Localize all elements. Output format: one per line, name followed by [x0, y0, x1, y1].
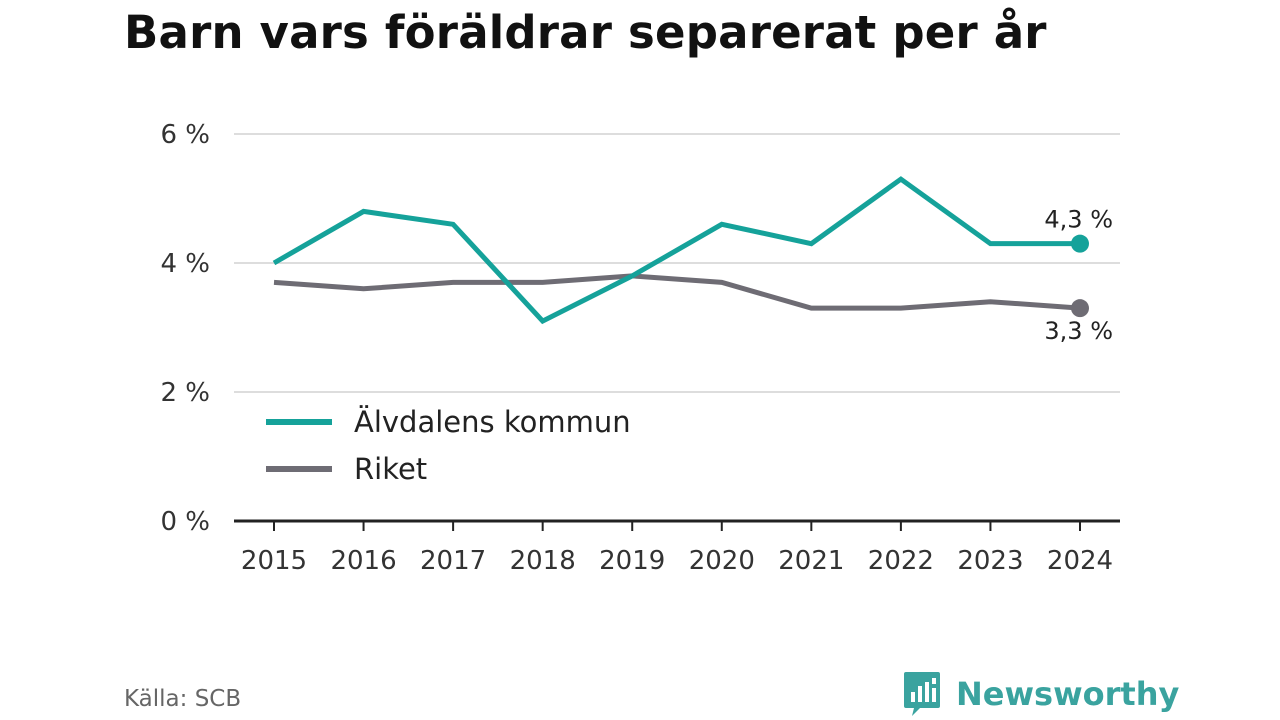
brand-logo: Newsworthy: [902, 670, 1179, 718]
series-line-riket: [273, 273, 1081, 311]
series-line-alvdalen: [272, 176, 1080, 325]
series-end-point-alvdalen: [1071, 234, 1089, 253]
source-note: Källa: SCB: [124, 686, 242, 712]
legend-label-riket: Riket: [354, 452, 427, 486]
y-tick-label: 6 %: [160, 120, 210, 150]
x-tick-label: 2021: [778, 546, 844, 576]
series-end-point-riket: [1071, 299, 1089, 318]
y-tick-label: 4 %: [160, 249, 210, 279]
x-tick-label: 2016: [330, 546, 396, 576]
chart-title: Barn vars föräldrar separerat per år: [124, 6, 1047, 59]
x-tick-label: 2018: [510, 546, 576, 576]
newsworthy-logo-icon: [904, 672, 940, 716]
end-label-alvdalen: 4,3 %: [1044, 206, 1113, 234]
legend-label-alvdalen: Älvdalens kommun: [354, 405, 631, 439]
x-tick-label: 2022: [868, 546, 934, 576]
y-tick-label: 0 %: [160, 507, 210, 537]
brand-name: Newsworthy: [956, 675, 1180, 713]
x-tick-label: 2023: [957, 546, 1023, 576]
y-tick-label: 2 %: [160, 378, 210, 408]
x-tick-label: 2020: [689, 546, 755, 576]
x-tick-label: 2024: [1047, 546, 1113, 576]
x-tick-label: 2015: [241, 546, 307, 576]
x-tick-label: 2017: [420, 546, 486, 576]
end-label-riket: 3,3 %: [1044, 317, 1113, 345]
x-tick-label: 2019: [599, 546, 665, 576]
